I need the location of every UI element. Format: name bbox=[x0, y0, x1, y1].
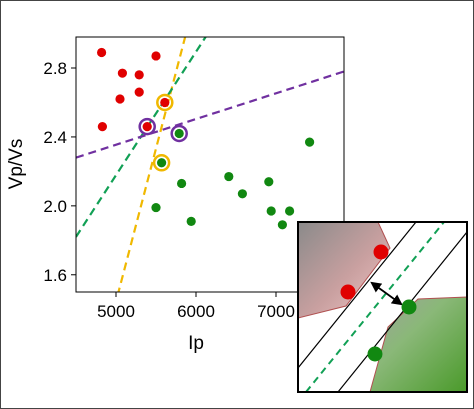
data-point-s1-3 bbox=[134, 70, 144, 80]
inset-green-point-top bbox=[401, 299, 417, 315]
data-point-s2-11 bbox=[285, 206, 295, 216]
y-tick-label: 2.4 bbox=[43, 128, 67, 147]
data-point-s2-8 bbox=[264, 177, 274, 187]
data-point-s2-7 bbox=[237, 189, 247, 199]
y-axis-ticks: 1.6 2.0 2.4 2.8 bbox=[43, 59, 76, 285]
inset-schematic bbox=[297, 221, 468, 393]
data-point-s2-12 bbox=[305, 137, 315, 147]
inset-decision-line bbox=[305, 222, 445, 392]
inset-green-point-bottom bbox=[367, 346, 383, 362]
data-point-s2-4 bbox=[151, 202, 161, 213]
data-point-s2-5 bbox=[186, 216, 196, 226]
data-point-s1-2 bbox=[117, 68, 127, 78]
inset-red-point-top bbox=[373, 244, 389, 260]
data-point-s1-1 bbox=[97, 47, 107, 58]
x-axis-label: Ip bbox=[188, 333, 204, 354]
x-tick-label: 6000 bbox=[177, 302, 215, 321]
inset-margin-arrow bbox=[370, 281, 403, 306]
inset-red-point-bottom bbox=[340, 284, 356, 300]
y-tick-label: 1.6 bbox=[43, 266, 67, 285]
data-point-s2-1 bbox=[174, 128, 184, 139]
data-point-s1-5 bbox=[115, 94, 125, 104]
data-point-s1-8 bbox=[160, 97, 170, 108]
decision-line-3 bbox=[76, 70, 344, 159]
data-point-s1-7 bbox=[97, 121, 107, 132]
x-tick-label: 5000 bbox=[97, 302, 135, 321]
highlight-ring-1 bbox=[156, 93, 174, 112]
highlight-ring-4 bbox=[170, 124, 188, 143]
inset-red-region bbox=[298, 222, 391, 319]
data-point-s2-9 bbox=[266, 206, 276, 216]
decision-lines bbox=[76, 37, 344, 292]
y-tick-label: 2.8 bbox=[43, 59, 67, 78]
inset-margin-line-lower bbox=[337, 231, 467, 392]
data-point-s1-9 bbox=[142, 121, 152, 132]
inset-margin-line-upper bbox=[298, 222, 417, 369]
highlight-ring-2 bbox=[152, 154, 171, 172]
plot-frame bbox=[75, 36, 345, 293]
data-point-s1-4 bbox=[151, 51, 161, 61]
data-point-s1-6 bbox=[134, 87, 144, 97]
plot-area: 5000 6000 7000 1.6 2.0 2.4 2.8 Ip Vp/Vs bbox=[6, 36, 345, 354]
data-point-s2-10 bbox=[277, 220, 287, 230]
highlight-ring-3 bbox=[138, 117, 156, 136]
y-axis-label: Vp/Vs bbox=[6, 139, 27, 190]
data-point-s2-6 bbox=[224, 171, 234, 182]
x-tick-label: 7000 bbox=[257, 302, 295, 321]
data-point-s2-2 bbox=[157, 158, 167, 168]
data-points bbox=[97, 47, 315, 230]
y-tick-label: 2.0 bbox=[43, 197, 67, 216]
inset-frame bbox=[297, 221, 468, 393]
decision-line-1 bbox=[117, 37, 187, 292]
data-point-s2-3 bbox=[177, 178, 187, 189]
x-axis-ticks: 5000 6000 7000 bbox=[97, 292, 295, 321]
